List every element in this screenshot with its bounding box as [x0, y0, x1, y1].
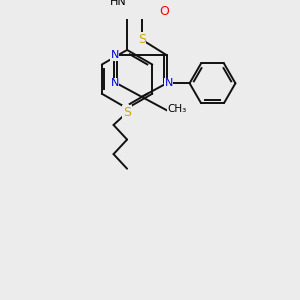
- Text: N: N: [110, 50, 119, 60]
- Text: N: N: [165, 78, 173, 88]
- Text: S: S: [123, 106, 131, 119]
- Text: CH₃: CH₃: [167, 104, 187, 114]
- Text: N: N: [110, 78, 119, 88]
- Text: O: O: [160, 5, 170, 18]
- Text: S: S: [138, 33, 146, 46]
- Text: HN: HN: [110, 0, 127, 7]
